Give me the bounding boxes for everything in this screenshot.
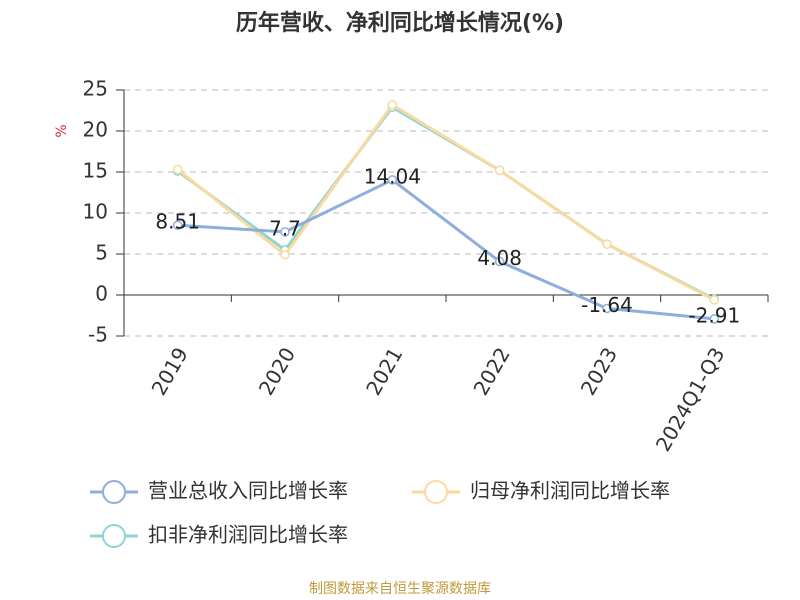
data-point bbox=[494, 256, 505, 267]
legend-marker bbox=[102, 524, 126, 548]
series-line bbox=[176, 102, 716, 302]
legend-label: 扣非净利润同比增长率 bbox=[148, 523, 348, 547]
x-tick-label: 2023 bbox=[576, 343, 622, 399]
chart-title: 历年营收、净利同比增长情况(%) bbox=[236, 10, 564, 36]
legend-marker bbox=[424, 480, 448, 504]
x-tick-label: 2021 bbox=[361, 343, 407, 399]
series-line bbox=[177, 178, 715, 321]
x-tick-label: 2019 bbox=[147, 343, 193, 399]
x-tick-label: 2022 bbox=[469, 343, 515, 399]
legend-label: 营业总收入同比增长率 bbox=[148, 479, 348, 503]
y-tick-label: -5 bbox=[88, 323, 108, 347]
legend-marker bbox=[102, 480, 126, 504]
data-point bbox=[280, 227, 290, 237]
data-point bbox=[602, 303, 612, 314]
y-tick-label: 10 bbox=[83, 200, 108, 224]
data-label: 14.04 bbox=[364, 164, 421, 188]
data-point bbox=[494, 165, 505, 176]
data-point bbox=[387, 175, 398, 185]
y-tick-label: 15 bbox=[83, 159, 108, 183]
y-tick-label: 20 bbox=[83, 118, 108, 142]
data-label: 7.7 bbox=[269, 216, 301, 240]
legend-label: 归母净利润同比增长率 bbox=[470, 479, 670, 503]
data-label: 8.51 bbox=[155, 210, 200, 234]
data-point bbox=[280, 250, 290, 260]
y-axis-label: % bbox=[54, 124, 70, 137]
y-tick-label: 25 bbox=[83, 77, 108, 101]
data-label: -2.91 bbox=[688, 303, 740, 327]
data-label: -1.64 bbox=[581, 293, 633, 317]
y-tick-label: 0 bbox=[95, 282, 108, 306]
data-point bbox=[709, 295, 720, 305]
data-point bbox=[387, 100, 398, 110]
data-point bbox=[172, 220, 183, 230]
data-label: 4.08 bbox=[477, 246, 522, 270]
data-point bbox=[602, 239, 612, 249]
data-point bbox=[172, 164, 183, 175]
x-tick-label: 2024Q1-Q3 bbox=[651, 343, 730, 455]
y-tick-label: 5 bbox=[95, 241, 108, 265]
data-point bbox=[709, 314, 720, 324]
footer: 制图数据来自恒生聚源数据库 bbox=[309, 581, 491, 597]
x-tick-label: 2020 bbox=[254, 343, 300, 399]
